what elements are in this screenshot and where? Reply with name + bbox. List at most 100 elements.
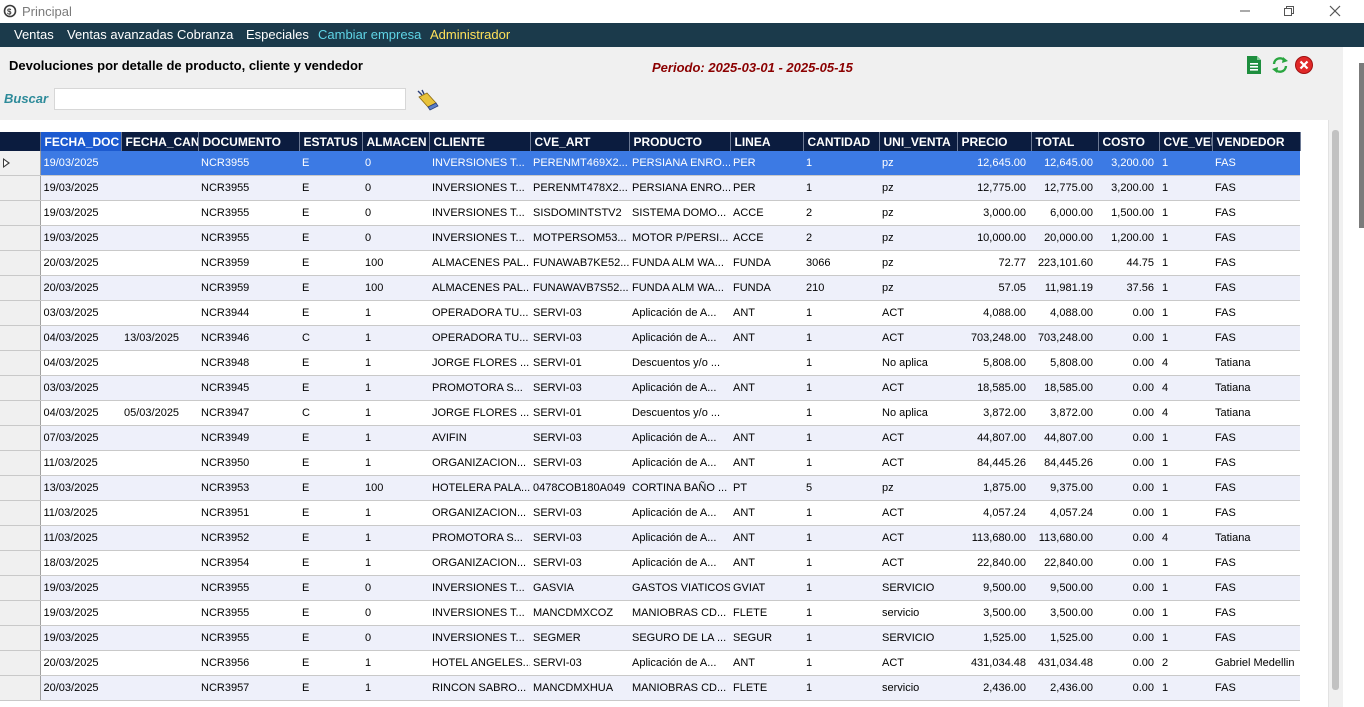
cell-cve-vei[interactable]: 1: [1159, 151, 1212, 176]
menu-ventas-avanzadas[interactable]: Ventas avanzadas: [67, 27, 174, 42]
cell-estatus[interactable]: E: [299, 151, 362, 176]
cell-almacen[interactable]: 1: [362, 350, 429, 376]
row-selector[interactable]: [0, 375, 41, 401]
column-header-estatus[interactable]: ESTATUS: [299, 132, 363, 151]
cell-costo[interactable]: 37.56: [1098, 275, 1159, 301]
cell-precio[interactable]: 12,775.00: [957, 175, 1031, 201]
cell-documento[interactable]: NCR3949: [198, 425, 299, 451]
cell-cve-art[interactable]: PERENMT478X2...: [530, 175, 629, 201]
cell-linea[interactable]: ACCE: [730, 225, 803, 251]
menu-ventas[interactable]: Ventas: [14, 27, 54, 42]
cell-cve-art[interactable]: SERVI-03: [530, 525, 629, 551]
cell-almacen[interactable]: 1: [362, 550, 429, 576]
cell-vendedor[interactable]: Tatiana: [1212, 375, 1300, 401]
cell-estatus[interactable]: E: [299, 450, 362, 476]
cell-vendedor[interactable]: FAS: [1212, 475, 1300, 501]
refresh-icon[interactable]: [1270, 55, 1290, 75]
cell-fecha-doc[interactable]: 19/03/2025: [40, 225, 121, 251]
row-selector[interactable]: [0, 575, 41, 601]
cell-cve-vei[interactable]: 1: [1159, 425, 1212, 451]
table-row[interactable]: 19/03/2025 NCR3955 E 0 INVERSIONES T... MANCD…: [0, 600, 1300, 626]
cell-linea[interactable]: ANT: [730, 425, 803, 451]
cell-linea[interactable]: ANT: [730, 500, 803, 526]
menu-especiales[interactable]: Especiales: [246, 27, 309, 42]
cell-cantidad[interactable]: 1: [803, 550, 879, 576]
cell-total[interactable]: 431,034.48: [1031, 650, 1098, 676]
cell-cantidad[interactable]: 2: [803, 200, 879, 226]
cell-total[interactable]: 12,775.00: [1031, 175, 1098, 201]
cell-vendedor[interactable]: FAS: [1212, 250, 1300, 276]
cell-linea[interactable]: ACCE: [730, 200, 803, 226]
cell-fecha-doc[interactable]: 20/03/2025: [40, 650, 121, 676]
cell-linea[interactable]: PER: [730, 175, 803, 201]
cell-costo[interactable]: 0.00: [1098, 575, 1159, 601]
cell-uni-venta[interactable]: pz: [879, 250, 957, 276]
row-selector[interactable]: [0, 600, 41, 626]
cell-cve-art[interactable]: SERVI-03: [530, 550, 629, 576]
cell-total[interactable]: 18,585.00: [1031, 375, 1098, 401]
cell-estatus[interactable]: E: [299, 525, 362, 551]
cell-cantidad[interactable]: 1: [803, 325, 879, 351]
column-header-cve-vei[interactable]: CVE_VEI: [1159, 132, 1213, 151]
cell-linea[interactable]: FUNDA: [730, 275, 803, 301]
cell-fecha-can[interactable]: [121, 375, 198, 401]
column-header-fecha-doc[interactable]: FECHA_DOC: [40, 132, 122, 151]
table-row[interactable]: 18/03/2025 NCR3954 E 1 ORGANIZACION... SERVI-…: [0, 550, 1300, 576]
minimize-button[interactable]: [1222, 0, 1268, 23]
cell-documento[interactable]: NCR3954: [198, 550, 299, 576]
table-row[interactable]: 19/03/2025 NCR3955 E 0 INVERSIONES T... SEGME…: [0, 625, 1300, 651]
cell-fecha-can[interactable]: [121, 625, 198, 651]
cell-cve-vei[interactable]: 1: [1159, 300, 1212, 326]
cell-total[interactable]: 4,057.24: [1031, 500, 1098, 526]
cell-total[interactable]: 20,000.00: [1031, 225, 1098, 251]
cell-precio[interactable]: 431,034.48: [957, 650, 1031, 676]
table-row[interactable]: 07/03/2025 NCR3949 E 1 AVIFIN SERVI-03 Aplicac…: [0, 425, 1300, 451]
table-row[interactable]: 19/03/2025 NCR3955 E 0 INVERSIONES T... MOTPE…: [0, 225, 1300, 251]
cell-documento[interactable]: NCR3955: [198, 600, 299, 626]
cell-cantidad[interactable]: 1: [803, 375, 879, 401]
cell-fecha-doc[interactable]: 04/03/2025: [40, 400, 121, 426]
cell-cve-art[interactable]: MANCDMXHUA: [530, 675, 629, 701]
cell-producto[interactable]: Descuentos y/o ...: [629, 400, 730, 426]
cell-linea[interactable]: ANT: [730, 550, 803, 576]
row-selector[interactable]: [0, 300, 41, 326]
cell-fecha-can[interactable]: [121, 525, 198, 551]
column-header-documento[interactable]: DOCUMENTO: [198, 132, 300, 151]
cell-linea[interactable]: FLETE: [730, 600, 803, 626]
cell-fecha-doc[interactable]: 03/03/2025: [40, 375, 121, 401]
cell-cantidad[interactable]: 1: [803, 650, 879, 676]
cell-estatus[interactable]: E: [299, 350, 362, 376]
cell-uni-venta[interactable]: ACT: [879, 550, 957, 576]
column-header-linea[interactable]: LINEA: [730, 132, 804, 151]
row-selector[interactable]: [0, 151, 41, 176]
cell-documento[interactable]: NCR3953: [198, 475, 299, 501]
cell-cantidad[interactable]: 5: [803, 475, 879, 501]
cell-vendedor[interactable]: FAS: [1212, 500, 1300, 526]
cell-producto[interactable]: SEGURO DE LA ...: [629, 625, 730, 651]
cell-total[interactable]: 12,645.00: [1031, 151, 1098, 176]
cell-documento[interactable]: NCR3956: [198, 650, 299, 676]
cell-estatus[interactable]: E: [299, 225, 362, 251]
column-header-vendedor[interactable]: VENDEDOR: [1212, 132, 1301, 151]
cell-costo[interactable]: 0.00: [1098, 600, 1159, 626]
cell-almacen[interactable]: 1: [362, 375, 429, 401]
cell-uni-venta[interactable]: ACT: [879, 325, 957, 351]
cell-precio[interactable]: 22,840.00: [957, 550, 1031, 576]
row-selector[interactable]: [0, 675, 41, 701]
cell-almacen[interactable]: 0: [362, 575, 429, 601]
cell-vendedor[interactable]: FAS: [1212, 300, 1300, 326]
cell-almacen[interactable]: 0: [362, 225, 429, 251]
cell-almacen[interactable]: 0: [362, 175, 429, 201]
table-row[interactable]: 19/03/2025 NCR3955 E 0 INVERSIONES T... PEREN…: [0, 175, 1300, 201]
column-header-total[interactable]: TOTAL: [1031, 132, 1099, 151]
cell-cliente[interactable]: OPERADORA TU...: [429, 300, 530, 326]
cell-fecha-can[interactable]: [121, 550, 198, 576]
cell-cve-vei[interactable]: 1: [1159, 500, 1212, 526]
cell-almacen[interactable]: 1: [362, 525, 429, 551]
cell-cve-vei[interactable]: 1: [1159, 475, 1212, 501]
cell-costo[interactable]: 0.00: [1098, 650, 1159, 676]
cell-cve-art[interactable]: MOTPERSOM53...: [530, 225, 629, 251]
cell-cliente[interactable]: INVERSIONES T...: [429, 600, 530, 626]
cell-cve-art[interactable]: 0478COB180A049: [530, 475, 629, 501]
cell-cve-art[interactable]: MANCDMXCOZ: [530, 600, 629, 626]
